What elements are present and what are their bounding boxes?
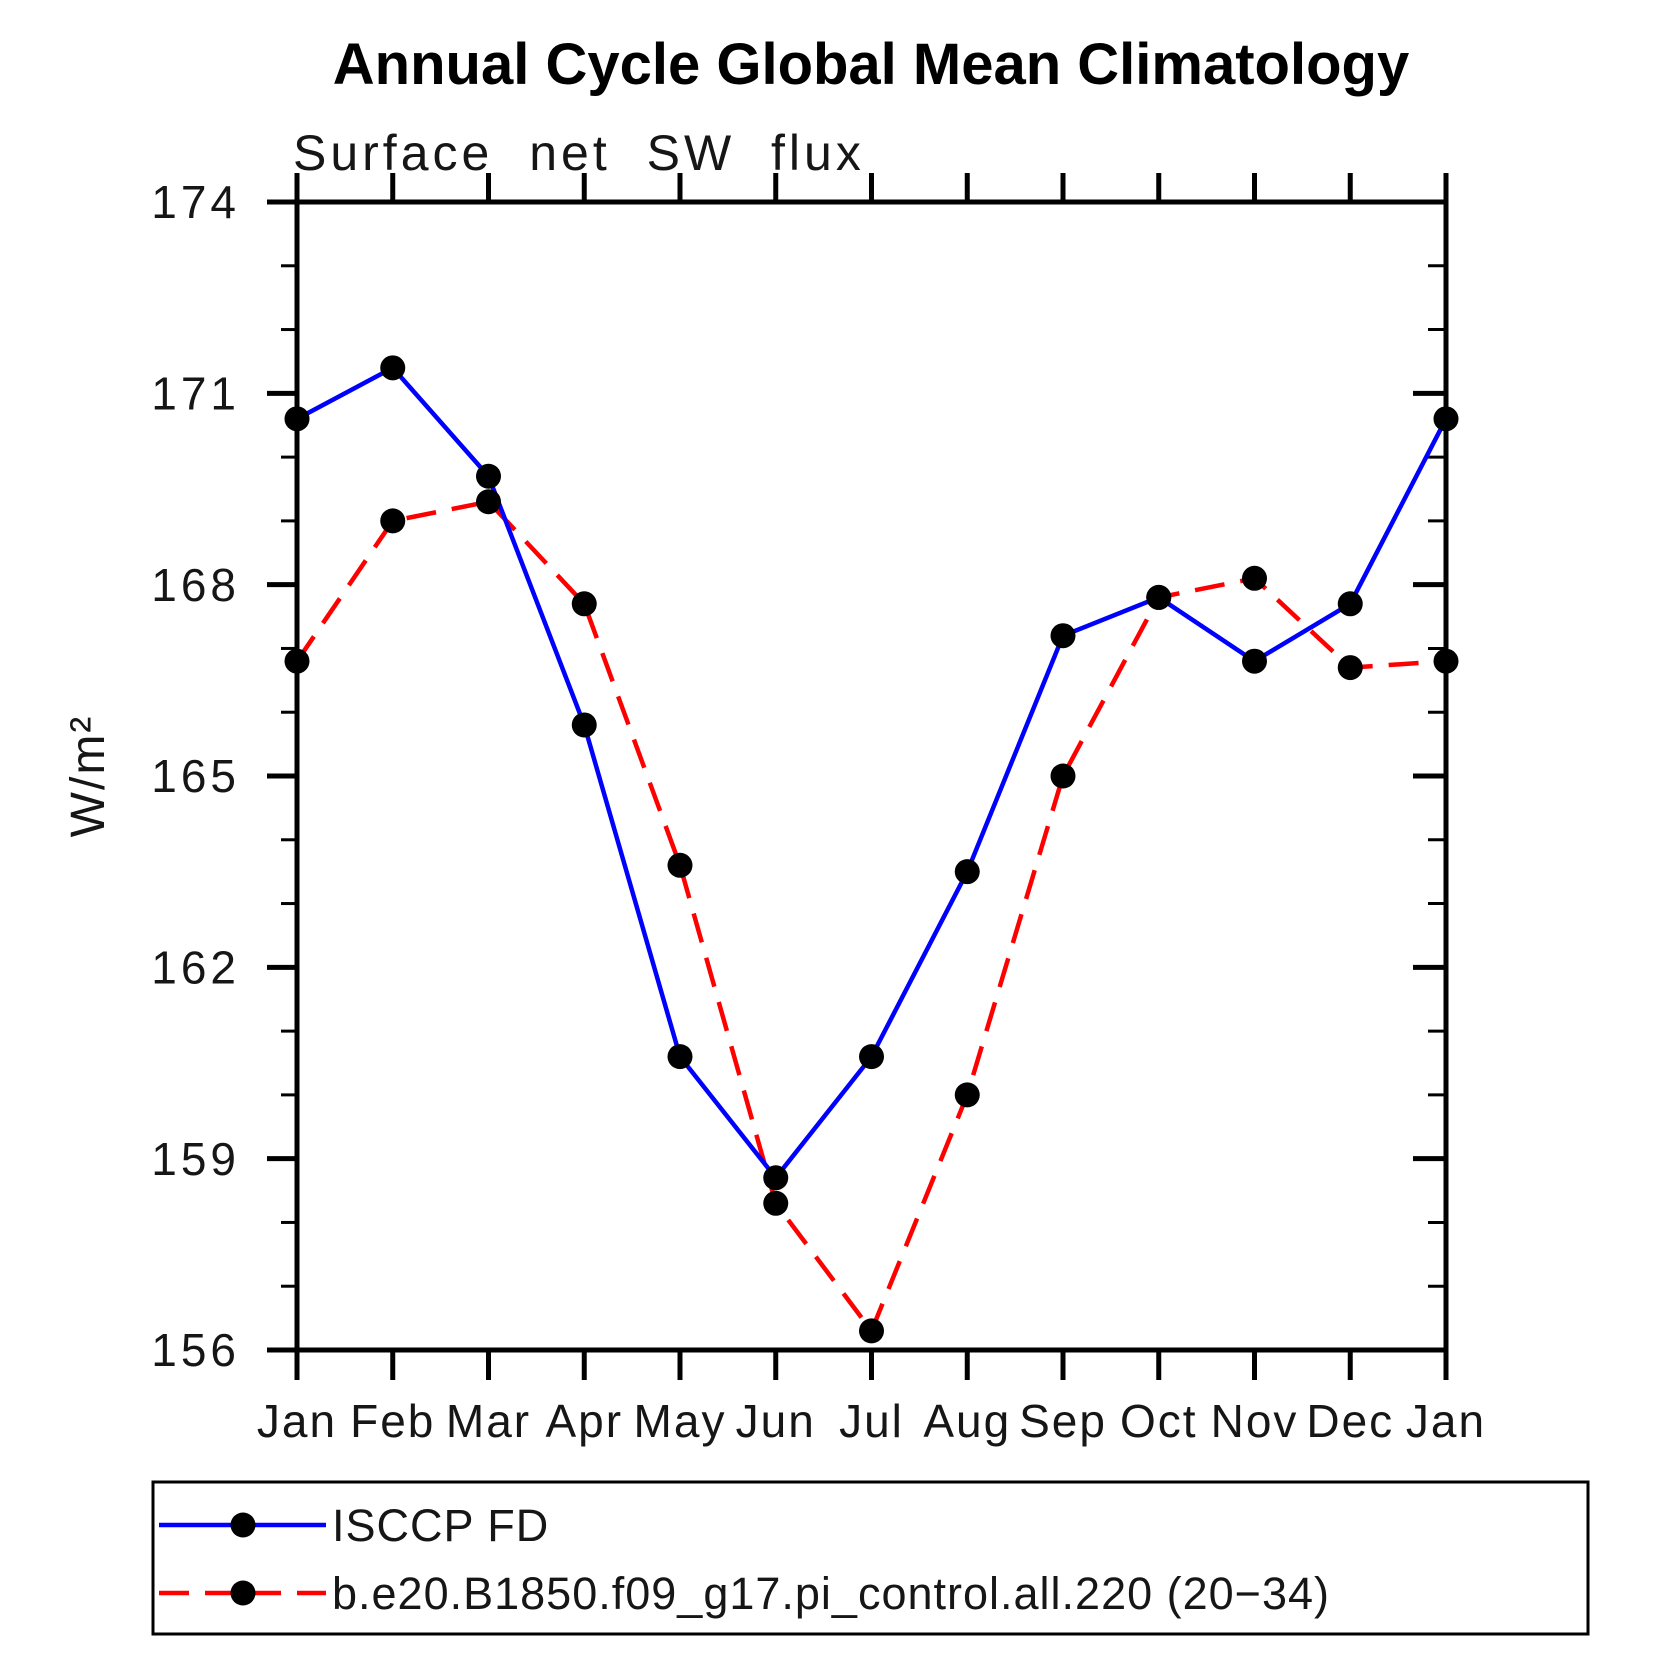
x-tick-label: Jan <box>1406 1395 1486 1447</box>
series-markers <box>284 355 1459 1344</box>
data-point-isccp-mar-2 <box>476 463 501 489</box>
x-tick-label: Jun <box>736 1395 816 1447</box>
x-tick-label: Nov <box>1211 1395 1299 1447</box>
data-point-model-feb-1 <box>380 508 406 534</box>
data-point-model-jan-12 <box>1433 648 1459 674</box>
data-point-model-aug-7 <box>954 1082 980 1108</box>
data-point-model-dec-11 <box>1337 655 1363 681</box>
x-tick-label: May <box>634 1395 727 1447</box>
data-point-isccp-dec-11 <box>1337 591 1363 617</box>
legend-label-isccp: ISCCP FD <box>332 1500 549 1551</box>
x-tick-label: Feb <box>350 1395 435 1447</box>
legend-marker-isccp <box>230 1512 256 1538</box>
data-point-isccp-feb-1 <box>380 355 406 381</box>
data-point-isccp-aug-7 <box>954 859 980 885</box>
x-tick-label: Mar <box>446 1395 531 1447</box>
x-tick-label: Jul <box>839 1395 904 1447</box>
data-point-model-oct-9 <box>1146 584 1172 610</box>
y-tick-label: 165 <box>151 750 240 802</box>
data-point-model-mar-2 <box>476 489 501 515</box>
data-point-isccp-nov-10 <box>1242 648 1267 674</box>
legend-label-model: b.e20.B1850.f09_g17.pi_control.all.220 (… <box>332 1568 1330 1619</box>
y-tick-label: 168 <box>151 559 240 611</box>
series-lines <box>295 365 1448 1334</box>
chart-title: Annual Cycle Global Mean Climatology <box>333 32 1409 97</box>
x-tick-label: Dec <box>1306 1395 1394 1447</box>
data-point-isccp-may-4 <box>667 1044 693 1070</box>
y-tick-label: 159 <box>151 1133 240 1185</box>
data-point-model-jun-5 <box>763 1190 789 1216</box>
plot-frame <box>294 199 1449 1353</box>
data-point-model-sep-8 <box>1050 763 1076 789</box>
x-tick-label: Sep <box>1019 1395 1107 1447</box>
data-point-isccp-sep-8 <box>1050 623 1076 649</box>
x-tick-label: Jan <box>257 1395 337 1447</box>
data-point-model-nov-10 <box>1242 565 1267 591</box>
series-line-model <box>295 499 1447 1334</box>
legend-box: ISCCP FD b.e20.B1850.f09_g17.pi_control.… <box>151 1480 1590 1636</box>
data-point-isccp-jan-0 <box>284 406 310 432</box>
x-tick-label: Apr <box>545 1395 623 1447</box>
data-point-isccp-jul-6 <box>859 1044 884 1070</box>
legend-border <box>151 1480 1590 1636</box>
y-tick-label: 156 <box>151 1324 240 1376</box>
y-tick-label: 171 <box>151 367 240 419</box>
x-tick-label: Oct <box>1120 1395 1198 1447</box>
data-point-isccp-jan-12 <box>1433 406 1459 432</box>
chart-subtitle: Surface net SW flux <box>293 125 865 181</box>
y-tick-label: 162 <box>151 941 240 993</box>
data-point-model-jan-0 <box>284 648 310 674</box>
x-tick-label: Aug <box>923 1395 1011 1447</box>
data-point-model-jul-6 <box>859 1318 884 1344</box>
data-point-model-may-4 <box>667 852 693 878</box>
y-axis-label: W/m² <box>62 715 115 838</box>
data-point-model-apr-3 <box>571 591 597 617</box>
y-tick-label: 174 <box>151 176 240 228</box>
data-point-isccp-jun-5 <box>763 1165 789 1191</box>
legend-marker-model <box>230 1580 256 1606</box>
data-point-isccp-apr-3 <box>571 712 597 738</box>
